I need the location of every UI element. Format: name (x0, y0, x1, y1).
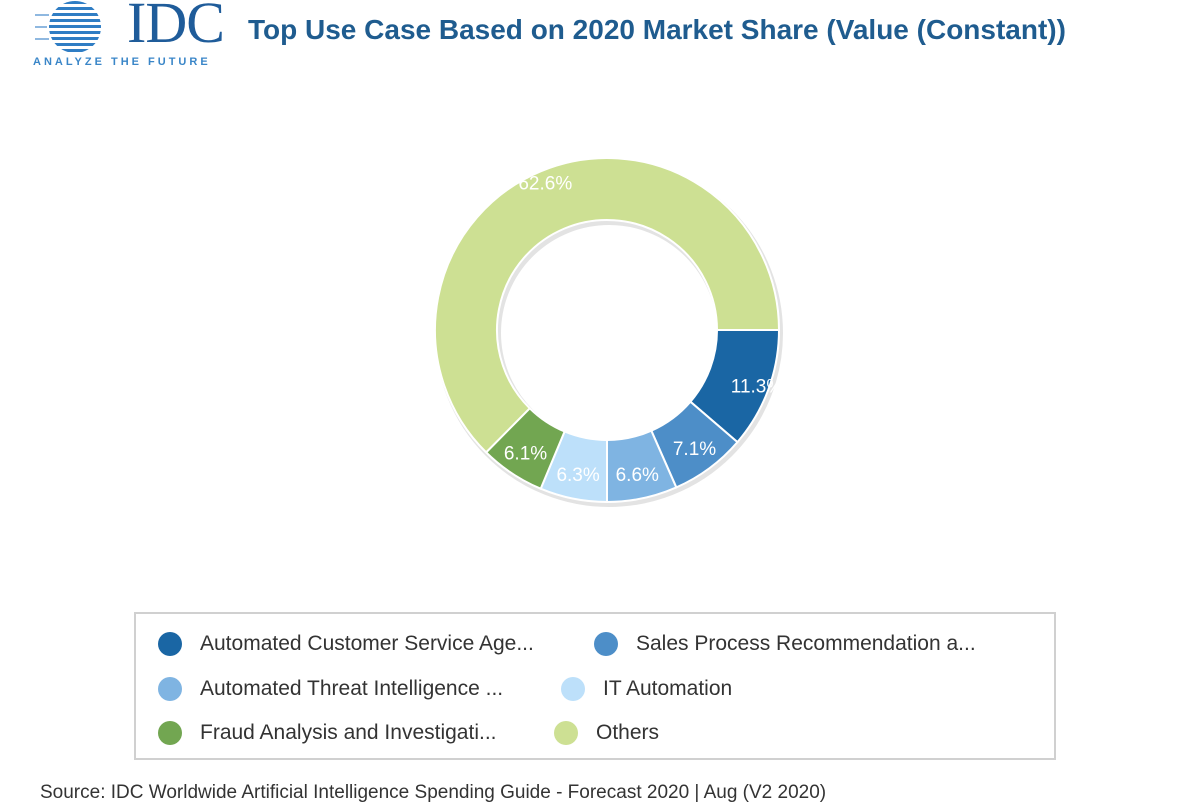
donut-chart: 11.3% 7.1% 6.6% 6.3% 6.1% 62.6% (434, 157, 784, 507)
donut-chart-area: 11.3% 7.1% 6.6% 6.3% 6.1% 62.6% (0, 80, 1200, 600)
legend-item[interactable]: Fraud Analysis and Investigati... (158, 718, 497, 748)
legend-marker (594, 632, 618, 656)
legend-item[interactable]: Automated Customer Service Age... (158, 629, 534, 659)
slice-data-label: 11.3% (731, 377, 784, 398)
legend-label: Automated Threat Intelligence ... (200, 677, 504, 700)
slice-data-label: 7.1% (673, 439, 716, 460)
chart-legend: Automated Customer Service Age... Sales … (134, 612, 1056, 760)
legend-item[interactable]: IT Automation (561, 674, 732, 704)
slice-data-label: 62.6% (518, 173, 572, 194)
legend-marker (158, 677, 182, 701)
legend-marker (561, 677, 585, 701)
legend-marker (158, 721, 182, 745)
legend-item[interactable]: Automated Threat Intelligence ... (158, 674, 503, 704)
legend-label: Fraud Analysis and Investigati... (200, 721, 497, 744)
legend-item[interactable]: Others (554, 718, 659, 748)
legend-label: Sales Process Recommendation a... (636, 632, 976, 655)
legend-marker (554, 721, 578, 745)
donut-slice[interactable] (434, 157, 781, 454)
logo-tagline: ANALYZE THE FUTURE (33, 56, 211, 68)
logo-wordmark: IDC (127, 0, 225, 55)
legend-label: IT Automation (603, 677, 733, 700)
legend-label: Others (596, 721, 660, 744)
globe-icon (35, 1, 101, 52)
legend-item[interactable]: Sales Process Recommendation a... (594, 629, 976, 659)
source-note: Source: IDC Worldwide Artificial Intelli… (40, 782, 827, 803)
slice-data-label: 6.6% (616, 465, 659, 486)
slice-data-label: 6.3% (556, 465, 599, 486)
chart-title: Top Use Case Based on 2020 Market Share … (248, 14, 1066, 45)
legend-marker (158, 632, 182, 656)
slice-data-label: 6.1% (504, 443, 547, 464)
header: IDC ANALYZE THE FUTURE Top Use Case Base… (0, 0, 1200, 80)
idc-logo: IDC ANALYZE THE FUTURE (33, 0, 243, 72)
legend-label: Automated Customer Service Age... (200, 632, 534, 655)
